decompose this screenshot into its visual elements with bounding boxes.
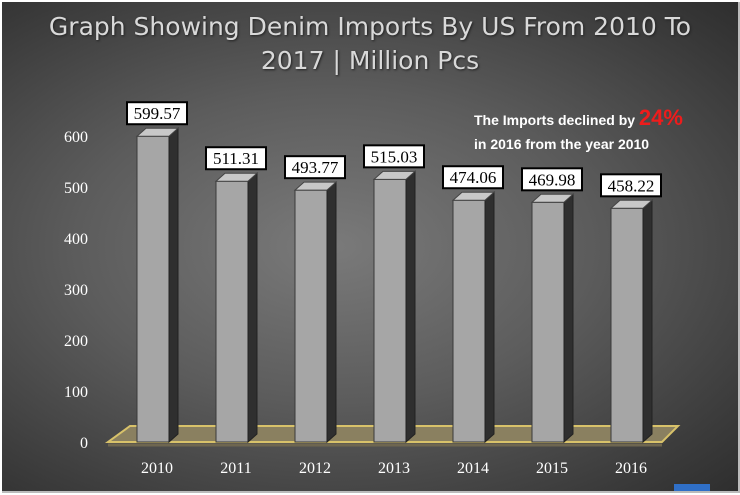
bar-top [214,172,259,182]
bar-front [136,135,170,443]
data-label-box [600,173,662,198]
data-label-box [363,144,425,169]
x-tick-label: 2010 [141,460,173,477]
x-tick-label: 2013 [378,460,410,477]
y-tick-label: 0 [80,435,88,452]
data-label-box [284,155,346,180]
bar-front [452,199,486,443]
bar-2013 [372,170,417,444]
bar-top [609,199,654,209]
data-label: 493.77 [292,158,339,177]
data-label: 511.31 [213,149,259,168]
decline-annotation: The Imports declined by 24% in 2016 from… [474,106,724,156]
bar-2014 [451,191,496,444]
chart-title: Graph Showing Denim Imports By US From 2… [2,10,738,78]
x-tick-label: 2012 [299,460,331,477]
data-label: 469.98 [529,170,576,189]
bar-front [531,201,565,443]
y-tick-label: 300 [64,282,88,299]
x-tick-label: 2014 [457,460,489,477]
bar-top [135,127,180,137]
y-tick-label: 400 [64,231,88,248]
x-tick-label: 2016 [615,460,647,477]
data-label: 599.57 [134,104,181,123]
x-tick-label: 2015 [536,460,568,477]
bar-2015 [530,193,575,444]
data-label: 474.06 [450,168,497,187]
bar-side [642,199,653,444]
annotation-text-end: in 2016 from the year 2010 [474,136,650,152]
bar-top [293,181,338,191]
y-tick-label: 200 [64,333,88,350]
title-line-2: 2017 | Million Pcs [260,46,480,75]
data-label: 458.22 [608,176,655,195]
bar-side [484,191,495,444]
title-line-1: Graph Showing Denim Imports By US From 2… [48,12,692,41]
data-label-box [126,101,188,126]
bar-2011 [214,172,259,444]
bar-2010 [135,127,180,444]
bar-front [215,180,249,443]
data-label-box [521,167,583,192]
bar-top [530,193,575,203]
annotation-percentage: 24% [638,105,683,130]
data-label-box [442,165,504,190]
y-tick-label: 100 [64,384,88,401]
bar-top [372,170,417,180]
bar-side [563,193,574,444]
data-label: 515.03 [371,147,418,166]
logo-watermark [674,484,710,491]
data-label-box [205,146,267,171]
y-tick-label: 500 [64,180,88,197]
annotation-text-start: The Imports declined by [474,112,636,128]
bar-side [247,172,258,444]
bar-side [168,127,179,444]
x-tick-label: 2011 [220,460,251,477]
bar-front [294,189,328,443]
bar-front [610,207,644,443]
bar-side [326,181,337,444]
bar-2016 [609,199,654,444]
bar-2012 [293,181,338,444]
bar-top [451,191,496,201]
bar-side [405,170,416,444]
y-tick-label: 600 [64,129,88,146]
bar-front [373,178,407,443]
